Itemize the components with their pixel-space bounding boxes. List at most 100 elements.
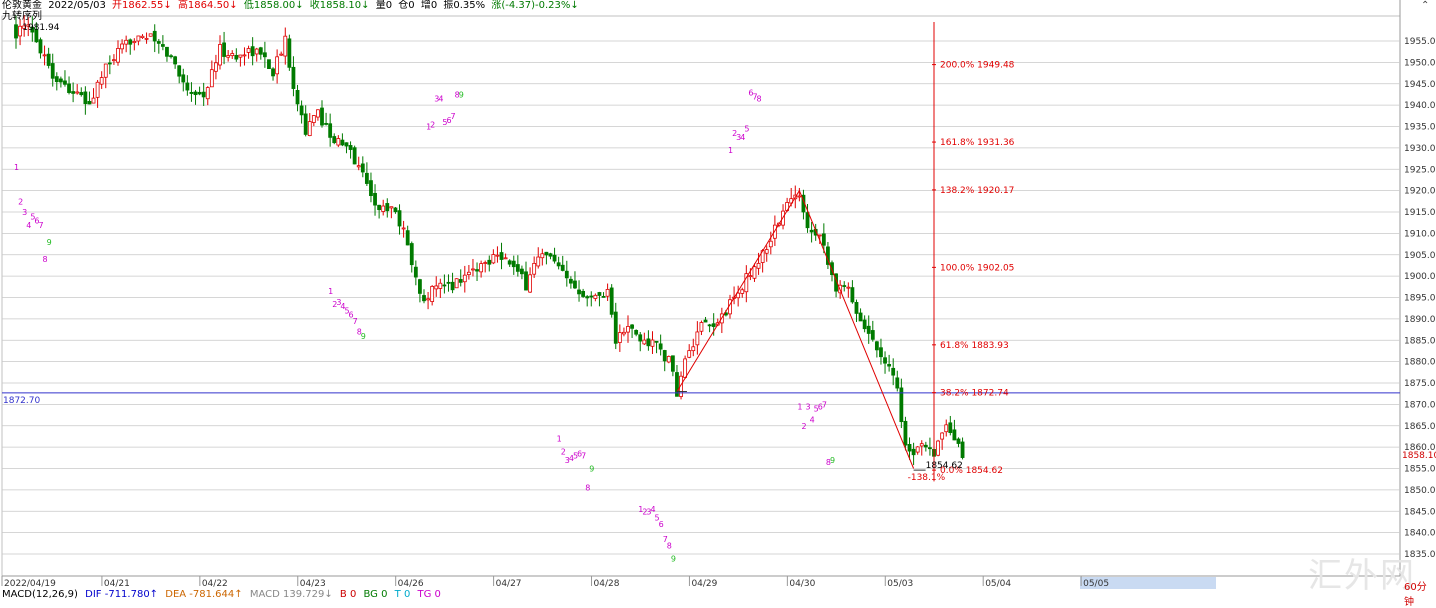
- candle-body: [560, 264, 565, 271]
- candle: [503, 253, 508, 260]
- candle-body: [287, 38, 292, 68]
- candle-body: [515, 264, 520, 272]
- candle-body: [364, 172, 369, 184]
- candle: [258, 46, 263, 60]
- candle-body: [230, 53, 235, 57]
- y-tick-label: 1890.00: [1404, 315, 1436, 325]
- candle-body: [446, 281, 451, 284]
- candle: [809, 221, 814, 243]
- candle: [638, 332, 643, 352]
- fib-extra-label: -138.1%: [908, 473, 946, 483]
- period-label[interactable]: 60分钟: [1404, 582, 1427, 608]
- candle: [83, 86, 88, 115]
- candle-body: [768, 240, 773, 248]
- candle-body: [707, 324, 712, 327]
- candle: [691, 338, 696, 357]
- candle-body: [336, 138, 341, 146]
- candle-body: [907, 444, 912, 452]
- candle: [707, 323, 712, 333]
- candle-body: [401, 227, 406, 230]
- candle: [642, 332, 647, 346]
- chevron-up-icon[interactable]: ⌃: [1421, 0, 1430, 11]
- candle-body: [524, 271, 528, 291]
- candle: [438, 278, 443, 298]
- candle-body: [695, 331, 700, 346]
- candle-body: [75, 91, 80, 94]
- candle: [14, 15, 18, 49]
- candle-body: [393, 207, 398, 213]
- fib-level-label: 161.8% 1931.36: [940, 138, 1015, 148]
- sequence-number: 6: [349, 311, 354, 320]
- candle: [826, 241, 830, 270]
- candle: [752, 263, 757, 282]
- candle-body: [332, 136, 337, 144]
- candle: [548, 252, 553, 260]
- y-tick-label: 1935.00: [1404, 123, 1436, 133]
- candle: [152, 24, 157, 53]
- reference-line-label: 1872.70: [3, 396, 40, 406]
- candle: [626, 315, 630, 343]
- candle-body: [703, 319, 708, 323]
- candle-body: [764, 249, 769, 254]
- candle-body: [148, 33, 153, 37]
- candle: [307, 113, 312, 137]
- candle-body: [267, 59, 271, 70]
- candle-body: [128, 39, 133, 45]
- candle-body: [936, 440, 940, 456]
- candle-body: [197, 91, 202, 95]
- candle-body: [552, 254, 557, 262]
- candle: [858, 308, 863, 322]
- y-tick-label: 1850.00: [1404, 486, 1436, 496]
- candle: [430, 285, 435, 306]
- current-price-label: 1858.10: [1402, 451, 1436, 461]
- candle-body: [91, 97, 96, 104]
- candle-body: [181, 74, 186, 83]
- candle: [846, 282, 851, 298]
- candle: [360, 156, 365, 178]
- candle: [887, 354, 892, 372]
- candle: [568, 276, 573, 289]
- sequence-number: 9: [47, 238, 52, 247]
- candle: [650, 331, 655, 354]
- candle-body: [748, 275, 753, 278]
- date-label: 05/05: [1083, 579, 1109, 589]
- candle-body: [169, 55, 173, 58]
- candle-body: [622, 331, 626, 335]
- candle: [605, 283, 610, 301]
- candle: [756, 252, 761, 275]
- candle-body: [193, 91, 198, 96]
- candle-body: [442, 284, 447, 287]
- candle: [670, 355, 675, 377]
- candle: [520, 265, 524, 280]
- sequence-number: 4: [569, 454, 574, 463]
- candle: [242, 47, 247, 66]
- candle: [209, 60, 214, 88]
- candle-body: [189, 91, 194, 94]
- candle-body: [250, 46, 255, 57]
- candle: [328, 113, 333, 147]
- candle: [695, 321, 700, 355]
- candle-body: [846, 286, 851, 289]
- sequence-number: 2: [18, 197, 23, 206]
- y-tick-label: 1865.00: [1404, 422, 1436, 432]
- candle-body: [324, 123, 328, 125]
- candle-body: [744, 273, 749, 293]
- fib-level-label: 200.0% 1949.48: [940, 61, 1015, 71]
- candle-body: [50, 63, 55, 79]
- candle: [107, 55, 112, 75]
- candle: [907, 437, 912, 460]
- candle-body: [38, 39, 43, 54]
- candle-body: [144, 37, 149, 40]
- candle-body: [112, 59, 116, 62]
- candle: [552, 247, 557, 264]
- candle-body: [752, 266, 757, 279]
- candle: [768, 231, 773, 255]
- candle: [879, 338, 883, 365]
- candle-body: [42, 54, 47, 57]
- candle-body: [201, 91, 206, 98]
- candle: [524, 261, 528, 291]
- candle-body: [617, 332, 622, 343]
- sequence-number: 7: [451, 112, 456, 121]
- sequence-number: 5: [814, 405, 819, 414]
